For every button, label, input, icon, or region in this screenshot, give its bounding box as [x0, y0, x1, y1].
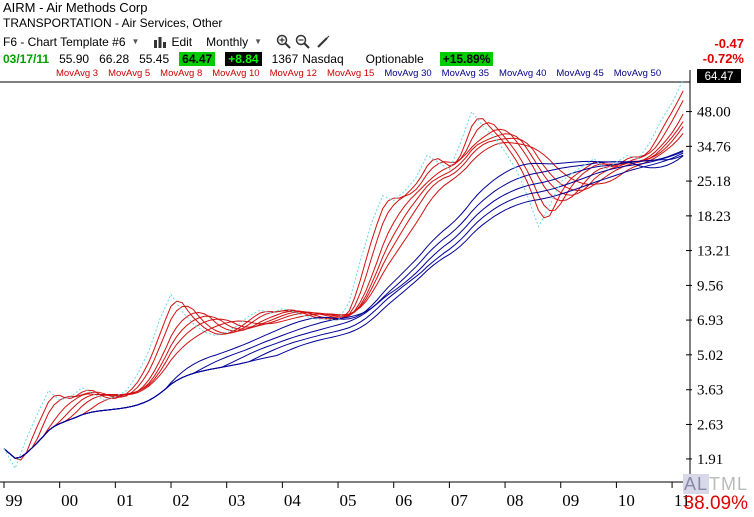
change-value: -0.47: [714, 36, 744, 51]
al-label: AL: [682, 474, 709, 494]
x-tick-label: 07: [451, 491, 469, 510]
x-tick-label: 10: [618, 491, 635, 510]
y-tick-label: 6.93: [697, 313, 723, 329]
tml-watermark: ALTML: [682, 474, 748, 495]
sector-title: TRANSPORTATION - Air Services, Other: [3, 16, 223, 30]
legend-entry: MovAvg 15: [326, 68, 375, 79]
moving-average-line: [3, 155, 684, 459]
x-tick-label: 04: [284, 491, 302, 510]
x-tick-label: 03: [228, 491, 245, 510]
quote-pct-badge: +15.89%: [439, 51, 494, 66]
x-tick-label: 00: [61, 491, 78, 510]
y-tick-label: 9.56: [697, 278, 724, 294]
quote-exchange: Nasdaq: [302, 51, 344, 66]
x-axis: 99 00 01 02 03 04 05 06 07 08 09 10 11: [3, 482, 690, 510]
moving-average-line: [3, 133, 684, 459]
template-label: F6 - Chart Template #6: [3, 34, 126, 49]
zoom-out-button[interactable]: [295, 34, 310, 49]
tml-label: TML: [709, 474, 748, 494]
moving-average-line: [3, 121, 684, 459]
edit-label: Edit: [171, 34, 193, 49]
period-label: Monthly: [206, 34, 249, 49]
moving-average-line: [3, 90, 684, 461]
legend-entry: MovAvg 5: [108, 68, 151, 79]
legend-entry: MovAvg 50: [613, 68, 662, 79]
legend-entry: MovAvg 30: [384, 68, 432, 79]
bar-chart-icon: [154, 36, 167, 48]
y-tick-label: 48.00: [697, 105, 731, 121]
x-tick-label: 09: [562, 491, 579, 510]
quote-row: 03/17/11 55.90 66.28 55.45 64.47 +8.84 1…: [3, 51, 503, 66]
legend-entry: MovAvg 35: [441, 68, 490, 79]
legend-entry: MovAvg 40: [499, 68, 547, 79]
y-tick-label: 13.21: [697, 244, 731, 260]
legend-entry: MovAvg 3: [56, 68, 99, 79]
quote-optionable: Optionable: [365, 51, 424, 66]
zoom-in-button[interactable]: [276, 34, 291, 49]
legend-entry: MovAvg 8: [160, 68, 203, 79]
y-tick-label: 1.91: [697, 452, 723, 468]
zoom-in-icon: [276, 34, 291, 49]
quote-close: 64.47: [179, 51, 216, 66]
period-selector[interactable]: Monthly ▼: [206, 35, 262, 49]
last-price-label: 64.47: [705, 71, 734, 83]
x-tick-label: 05: [340, 491, 357, 510]
chevron-down-icon: ▼: [131, 37, 140, 46]
change-pct-value: -0.72%: [702, 51, 744, 66]
moving-average-line: [3, 126, 684, 459]
y-tick-label: 5.02: [697, 348, 723, 364]
pencil-icon: [317, 35, 330, 48]
zoom-out-icon: [295, 34, 310, 49]
x-tick-label: 01: [117, 491, 134, 510]
legend-entry: MovAvg 45: [556, 68, 604, 79]
legend-entry: MovAvg 12: [269, 68, 317, 79]
y-tick-label: 18.23: [697, 209, 731, 225]
y-tick-label: 25.18: [697, 174, 731, 190]
quote-date: 03/17/11: [3, 51, 50, 66]
moving-average-lines: [3, 90, 684, 461]
y-tick-label: 34.76: [697, 139, 731, 155]
x-tick-label: 11: [674, 491, 690, 510]
chart-toolbar: F6 - Chart Template #6 ▼ Edit Monthly ▼: [3, 33, 344, 50]
last-price-marker: 64.47: [697, 69, 741, 83]
moving-average-line: [3, 150, 684, 459]
quote-change: +8.84: [225, 51, 262, 66]
y-tick-label: 3.63: [697, 383, 723, 399]
edit-button[interactable]: Edit: [153, 35, 192, 49]
moving-average-line: [3, 150, 684, 459]
quote-high: 66.28: [99, 51, 130, 66]
x-tick-label: 06: [395, 491, 412, 510]
y-axis: 48.00 34.76 25.18 18.23 13.21 9.56 6.93 5.02 3.6…: [686, 105, 731, 468]
moving-average-line: [3, 100, 684, 459]
moving-average-legend: MovAvg 3 MovAvg 5 MovAvg 8 MovAvg 10 MovAvg …: [56, 68, 671, 79]
template-selector[interactable]: F6 - Chart Template #6 ▼: [3, 35, 139, 49]
moving-average-line: [3, 154, 684, 459]
quote-open: 55.90: [59, 51, 90, 66]
quote-volume: 1367: [271, 51, 299, 66]
moving-average-line: [3, 152, 684, 459]
x-tick-label: 99: [6, 491, 23, 510]
x-tick-label: 02: [173, 491, 190, 510]
y-tick-label: 2.63: [697, 417, 723, 433]
period-change-pct: 38.09%: [683, 493, 748, 514]
draw-tool-button[interactable]: [316, 35, 330, 49]
quote-low: 55.45: [139, 51, 170, 66]
symbol-title: AIRM - Air Methods Corp: [3, 0, 148, 15]
x-tick-label: 08: [507, 491, 524, 510]
legend-entry: MovAvg 10: [212, 68, 260, 79]
chevron-down-icon: ▼: [254, 37, 263, 46]
